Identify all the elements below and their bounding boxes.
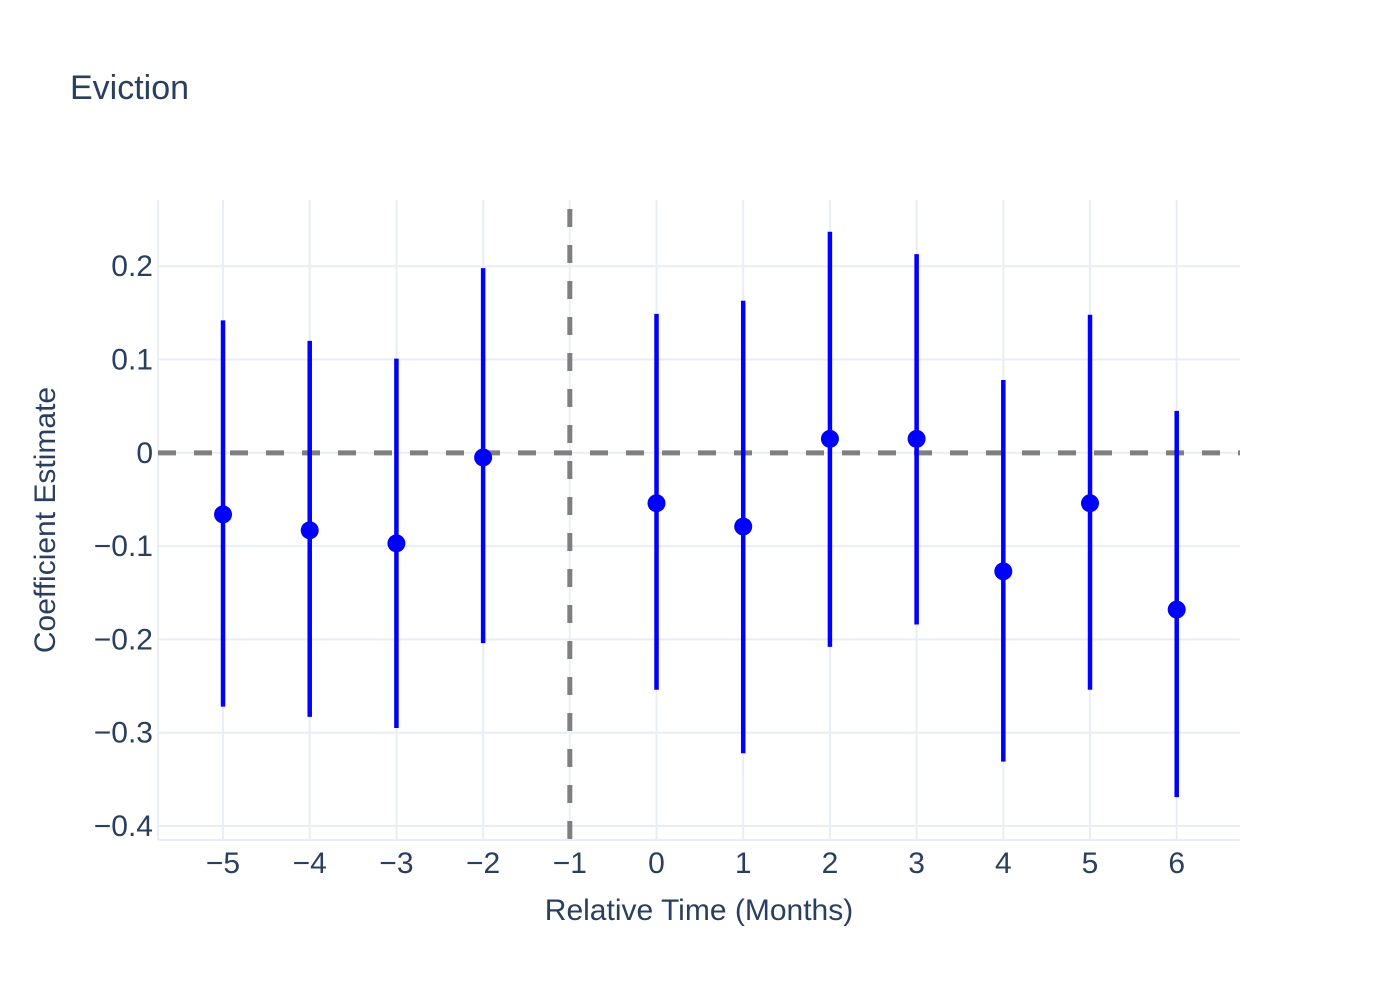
- data-point: [907, 429, 926, 448]
- data-point: [820, 429, 839, 448]
- data-point: [387, 534, 406, 553]
- x-tick-label: 2: [822, 847, 839, 880]
- x-tick-label: 5: [1082, 847, 1099, 880]
- data-point: [214, 505, 233, 524]
- chart-title: Eviction: [70, 69, 190, 107]
- y-axis-title: Coefficient Estimate: [29, 386, 62, 654]
- x-axis-title: Relative Time (Months): [544, 894, 854, 927]
- x-tick-label: 6: [1168, 847, 1185, 880]
- y-tick-label: −0.1: [94, 530, 153, 563]
- data-point: [647, 494, 666, 513]
- y-tick-label: 0.2: [111, 250, 153, 283]
- y-tick-label: −0.4: [94, 810, 153, 843]
- x-tick-label: −1: [553, 847, 587, 880]
- y-tick-label: 0.1: [111, 344, 153, 377]
- data-point: [474, 448, 493, 467]
- y-tick-label: 0: [136, 437, 153, 470]
- data-point: [300, 521, 319, 540]
- y-tick-label: −0.3: [94, 717, 153, 750]
- data-point: [734, 517, 753, 536]
- data-point: [994, 562, 1013, 581]
- y-tick-label: −0.2: [94, 623, 153, 656]
- x-tick-label: −5: [206, 847, 240, 880]
- x-tick-label: 0: [648, 847, 665, 880]
- x-tick-label: 1: [735, 847, 752, 880]
- x-tick-label: −2: [466, 847, 500, 880]
- x-tick-label: −4: [293, 847, 327, 880]
- x-tick-label: 4: [995, 847, 1012, 880]
- data-point: [1081, 494, 1100, 513]
- data-point: [1167, 600, 1186, 619]
- x-tick-label: 3: [908, 847, 925, 880]
- x-tick-label: −3: [379, 847, 413, 880]
